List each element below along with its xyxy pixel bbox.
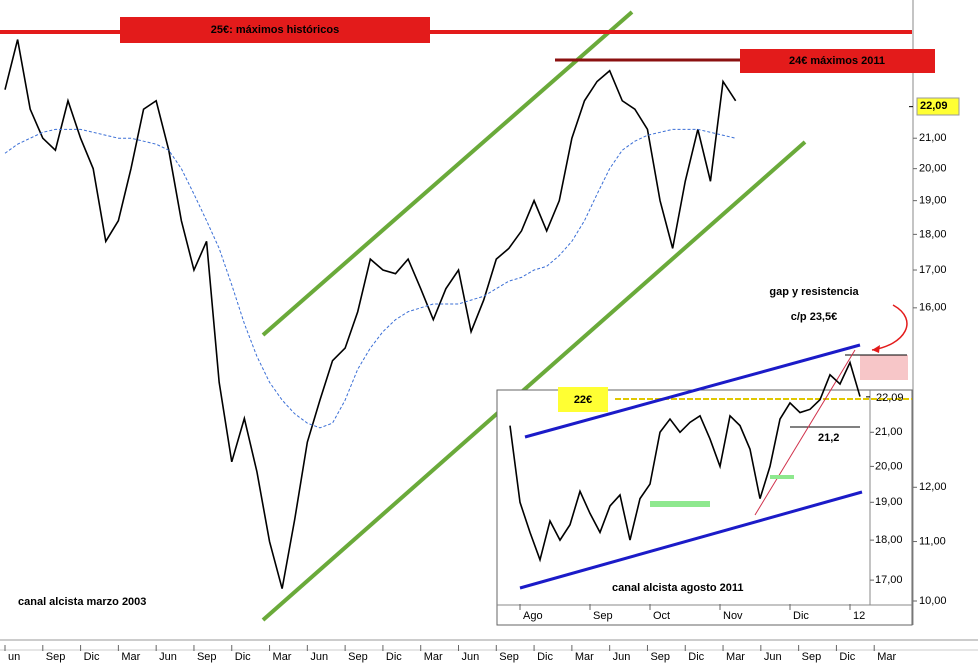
y-tick-label: 17,00 (875, 574, 903, 586)
x-tick-label: Jun (764, 651, 782, 663)
x-tick-label: Sep (197, 651, 217, 663)
x-tick-label: Jun (310, 651, 328, 663)
y-tick-label: 10,00 (919, 595, 947, 607)
x-tick-label: Sep (46, 651, 66, 663)
x-tick-label: Mar (273, 651, 292, 663)
channel-line (524, 343, 861, 439)
y-tick-label: 21,00 (875, 426, 903, 438)
x-tick-label: Sep (650, 651, 670, 663)
annotation-box (740, 49, 935, 73)
y-tick-label: 16,00 (919, 302, 947, 314)
last-price-label: 22,09 (876, 392, 904, 404)
x-tick-label: Dic (235, 651, 251, 663)
y-tick-label: 19,00 (875, 496, 903, 508)
x-tick-label: Dic (839, 651, 855, 663)
x-tick-label: Jun (462, 651, 480, 663)
price-line (4, 39, 737, 589)
x-tick-label: Sep (348, 651, 368, 663)
x-tick-label: Ago (523, 610, 543, 622)
x-tick-label: Sep (802, 651, 822, 663)
gap-zone (860, 355, 908, 380)
y-tick-label: 20,00 (875, 460, 903, 472)
x-tick-label: Mar (424, 651, 443, 663)
arrow-head (872, 345, 880, 353)
gap-bar (770, 475, 794, 479)
annotation: 25€: máximos históricos (211, 24, 339, 36)
annotation: 22€ (574, 394, 592, 406)
channel-line (261, 10, 634, 337)
x-tick-label: Jun (159, 651, 177, 663)
x-tick-label: Nov (723, 610, 743, 622)
arrow (871, 304, 908, 351)
y-tick-label: 12,00 (919, 481, 947, 493)
x-tick-label: Dic (84, 651, 100, 663)
channel-line (519, 490, 863, 590)
x-tick-label: Dic (793, 610, 809, 622)
x-tick-label: Oct (653, 610, 670, 622)
annotation: 21,2 (818, 432, 839, 444)
channel-line (261, 140, 807, 622)
annotation: gap y resistencia (769, 286, 859, 298)
inset-frame (496, 389, 913, 626)
x-tick-label: Sep (499, 651, 519, 663)
y-tick-label: 19,00 (919, 195, 947, 207)
y-tick-label: 18,00 (875, 534, 903, 546)
annotation: c/p 23,5€ (791, 311, 837, 323)
price-line (509, 360, 861, 563)
annotation: 24€ máximos 2011 (789, 55, 885, 67)
y-tick-label: 11,00 (919, 535, 946, 547)
x-tick-label: Mar (877, 651, 896, 663)
annotation: canal alcista marzo 2003 (18, 596, 146, 608)
x-tick-label: Sep (593, 610, 613, 622)
y-tick-label: 17,00 (919, 264, 947, 276)
x-tick-label: Mar (726, 651, 745, 663)
x-tick-label: Dic (386, 651, 402, 663)
inset-chart: 17,00 18,00 19,00 20,00 21,00 Ago Sep Oct Nov Dic… (496, 343, 913, 626)
annotation: canal alcista agosto 2011 (612, 582, 743, 594)
trend-line (754, 349, 856, 516)
y-tick-label: 21,00 (919, 132, 947, 144)
last-price-box (916, 97, 960, 116)
x-tick-label: Dic (537, 651, 553, 663)
x-tick-label: Jun (613, 651, 631, 663)
y-tick-label: 20,00 (919, 163, 947, 175)
x-tick-label: un (8, 651, 20, 663)
x-tick-label: Mar (121, 651, 140, 663)
annotation-box (558, 387, 608, 412)
annotation-box (120, 17, 430, 43)
x-tick-label: Mar (575, 651, 594, 663)
last-price-label: 22,09 (920, 100, 948, 112)
gap-bar (650, 501, 710, 507)
x-tick-label: 12 (853, 610, 865, 622)
y-tick-label: 18,00 (919, 228, 947, 240)
x-tick-label: Dic (688, 651, 704, 663)
